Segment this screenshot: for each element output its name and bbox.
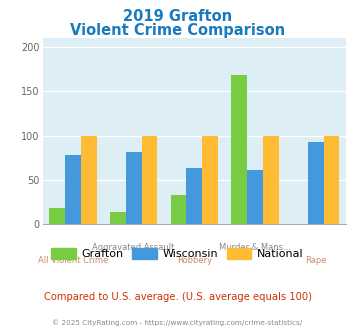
- Bar: [126, 152, 142, 224]
- Text: Robbery: Robbery: [177, 256, 212, 265]
- Text: Rape: Rape: [305, 256, 327, 265]
- Legend: Grafton, Wisconsin, National: Grafton, Wisconsin, National: [47, 244, 308, 263]
- Bar: [142, 136, 157, 224]
- Bar: [81, 136, 97, 224]
- Bar: [186, 168, 202, 224]
- Bar: [202, 136, 218, 224]
- Bar: [49, 209, 65, 224]
- Bar: [263, 136, 279, 224]
- Bar: [231, 75, 247, 224]
- Text: Murder & Mans...: Murder & Mans...: [219, 243, 291, 251]
- Text: 2019 Grafton: 2019 Grafton: [123, 9, 232, 24]
- Text: Compared to U.S. average. (U.S. average equals 100): Compared to U.S. average. (U.S. average …: [44, 292, 311, 302]
- Bar: [247, 170, 263, 224]
- Text: Aggravated Assault: Aggravated Assault: [92, 243, 175, 251]
- Bar: [308, 142, 324, 224]
- Bar: [65, 155, 81, 224]
- Text: All Violent Crime: All Violent Crime: [38, 256, 108, 265]
- Bar: [110, 212, 126, 224]
- Text: © 2025 CityRating.com - https://www.cityrating.com/crime-statistics/: © 2025 CityRating.com - https://www.city…: [53, 319, 302, 326]
- Bar: [324, 136, 339, 224]
- Bar: [171, 195, 186, 224]
- Text: Violent Crime Comparison: Violent Crime Comparison: [70, 23, 285, 38]
